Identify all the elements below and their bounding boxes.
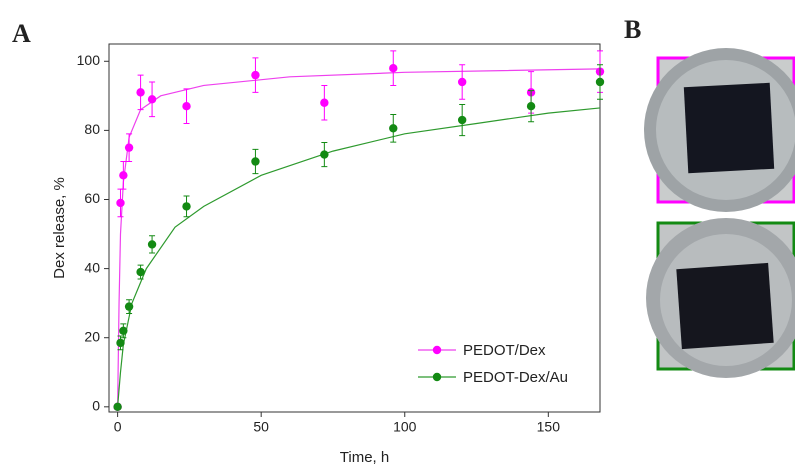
data-point: [251, 70, 260, 80]
data-point: [147, 240, 157, 249]
data-point: [113, 402, 122, 412]
data-point: [526, 101, 536, 111]
data-point: [320, 150, 329, 159]
x-tick-label: 0: [114, 419, 122, 435]
data-point: [119, 171, 128, 180]
data-point: [389, 63, 398, 73]
data-point: [116, 338, 125, 348]
y-tick-label: 0: [92, 398, 100, 414]
y-tick-label: 20: [84, 328, 100, 344]
panel-label: B: [624, 15, 641, 44]
x-axis-label: Time, h: [340, 449, 389, 466]
photo: [644, 48, 795, 212]
data-point: [124, 302, 134, 311]
y-tick-label: 100: [77, 52, 101, 68]
data-point: [595, 77, 605, 87]
y-tick-label: 40: [84, 259, 100, 275]
legend-label: PEDOT/Dex: [463, 342, 546, 359]
data-point: [320, 98, 329, 107]
x-tick-label: 100: [393, 419, 417, 435]
data-point: [136, 88, 145, 97]
legend-marker: [432, 372, 442, 382]
fit-curve: [117, 107, 601, 407]
data-point: [136, 267, 145, 277]
data-point: [182, 202, 191, 211]
data-point: [124, 143, 134, 152]
data-point: [182, 101, 191, 111]
x-tick-label: 150: [537, 419, 561, 435]
photo: [646, 218, 795, 378]
data-point: [457, 77, 467, 87]
x-tick-label: 50: [253, 419, 269, 435]
plot-frame: [108, 43, 601, 413]
panel-label: A: [12, 19, 31, 48]
data-point: [457, 115, 467, 125]
y-axis-label: Dex release, %: [51, 177, 68, 279]
legend-marker: [432, 345, 442, 355]
data-point: [389, 124, 398, 133]
y-tick-label: 80: [84, 121, 100, 137]
data-point: [251, 157, 260, 166]
data-point: [119, 326, 128, 335]
legend-label: PEDOT-Dex/Au: [463, 369, 568, 386]
y-tick-label: 60: [84, 190, 100, 206]
data-point: [147, 95, 157, 104]
data-point: [116, 198, 125, 208]
